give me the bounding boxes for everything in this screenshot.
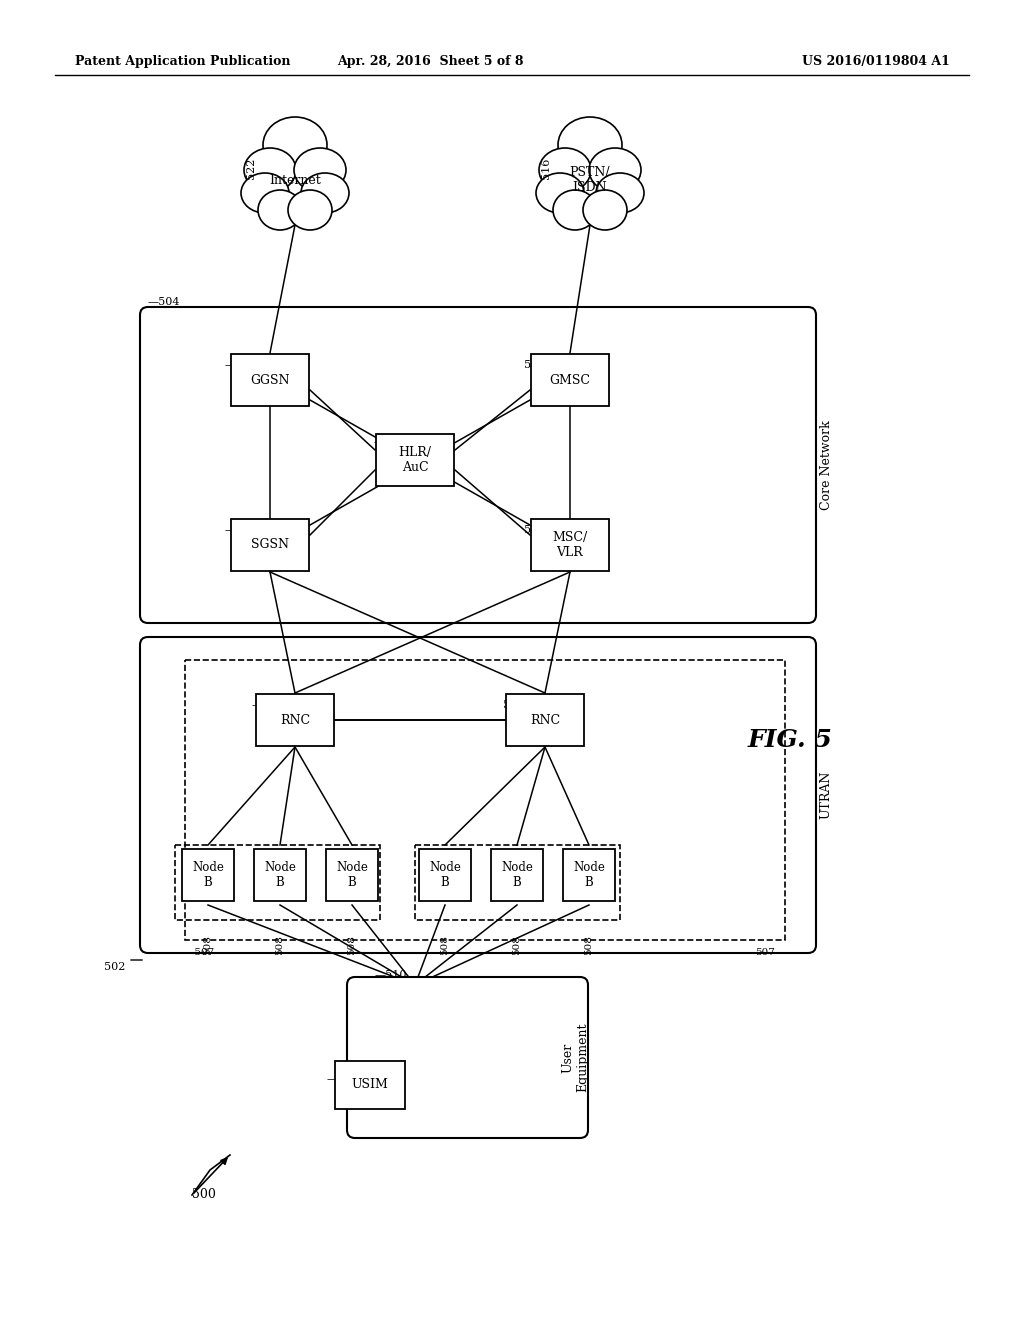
FancyBboxPatch shape: [347, 977, 588, 1138]
FancyBboxPatch shape: [335, 1061, 406, 1109]
Text: US 2016/0119804 A1: US 2016/0119804 A1: [802, 55, 950, 69]
Text: 508: 508: [512, 935, 521, 954]
FancyBboxPatch shape: [506, 694, 584, 746]
Text: 508: 508: [440, 935, 450, 954]
Text: 516: 516: [541, 157, 551, 180]
FancyBboxPatch shape: [326, 849, 378, 902]
Ellipse shape: [301, 173, 349, 213]
Ellipse shape: [288, 190, 332, 230]
Text: 512—: 512—: [524, 525, 556, 535]
Text: Node
B: Node B: [501, 861, 532, 888]
Text: RNC: RNC: [280, 714, 310, 726]
Ellipse shape: [553, 190, 597, 230]
Text: 522: 522: [246, 157, 256, 180]
Text: FIG. 5: FIG. 5: [748, 729, 833, 752]
Text: 508: 508: [585, 935, 594, 954]
Ellipse shape: [244, 148, 296, 191]
Ellipse shape: [539, 148, 591, 191]
Text: 507—: 507—: [755, 948, 785, 957]
Text: —504: —504: [148, 297, 180, 308]
Ellipse shape: [536, 173, 584, 213]
Text: Internet: Internet: [269, 173, 321, 186]
Ellipse shape: [558, 117, 622, 173]
Text: —520: —520: [225, 360, 257, 370]
Ellipse shape: [589, 148, 641, 191]
Text: PSTN/
ISDN: PSTN/ ISDN: [569, 166, 610, 194]
Text: 500: 500: [193, 1188, 216, 1201]
Text: Node
B: Node B: [336, 861, 368, 888]
Text: GGSN: GGSN: [250, 374, 290, 387]
Text: GMSC: GMSC: [550, 374, 591, 387]
Text: 506—: 506—: [503, 700, 536, 710]
Text: HLR/
AuC: HLR/ AuC: [398, 446, 431, 474]
Text: RNC: RNC: [530, 714, 560, 726]
Ellipse shape: [596, 173, 644, 213]
FancyBboxPatch shape: [182, 849, 234, 902]
Text: UTRAN: UTRAN: [819, 771, 833, 820]
Ellipse shape: [241, 173, 289, 213]
Ellipse shape: [583, 190, 627, 230]
Text: 502: 502: [103, 962, 125, 972]
Text: Node
B: Node B: [264, 861, 296, 888]
Text: —506: —506: [252, 700, 285, 710]
Text: 508: 508: [275, 935, 285, 954]
FancyBboxPatch shape: [231, 519, 309, 572]
FancyBboxPatch shape: [231, 354, 309, 407]
Text: Node
B: Node B: [193, 861, 224, 888]
Ellipse shape: [258, 190, 302, 230]
Text: —518: —518: [225, 525, 257, 535]
Ellipse shape: [263, 117, 327, 173]
Text: MSC/
VLR: MSC/ VLR: [552, 531, 588, 558]
Text: Node
B: Node B: [573, 861, 605, 888]
Text: —510: —510: [375, 970, 408, 979]
Text: —515: —515: [374, 437, 407, 447]
Text: —511: —511: [327, 1074, 359, 1084]
Text: —507: —507: [185, 948, 215, 957]
FancyBboxPatch shape: [254, 849, 306, 902]
FancyBboxPatch shape: [531, 354, 609, 407]
Text: Apr. 28, 2016  Sheet 5 of 8: Apr. 28, 2016 Sheet 5 of 8: [337, 55, 523, 69]
FancyBboxPatch shape: [490, 849, 543, 902]
Ellipse shape: [294, 148, 346, 191]
FancyBboxPatch shape: [140, 638, 816, 953]
FancyBboxPatch shape: [140, 308, 816, 623]
FancyBboxPatch shape: [376, 434, 454, 486]
FancyBboxPatch shape: [256, 694, 334, 746]
Text: 508: 508: [204, 935, 213, 954]
Text: USIM: USIM: [351, 1078, 388, 1092]
Text: 508: 508: [347, 935, 356, 954]
Text: 514—: 514—: [524, 360, 556, 370]
Text: User
Equipment: User Equipment: [561, 1023, 589, 1092]
Text: SGSN: SGSN: [251, 539, 289, 552]
FancyBboxPatch shape: [563, 849, 615, 902]
Text: Core Network: Core Network: [819, 420, 833, 510]
FancyBboxPatch shape: [419, 849, 471, 902]
FancyBboxPatch shape: [531, 519, 609, 572]
Text: Node
B: Node B: [429, 861, 461, 888]
Text: Patent Application Publication: Patent Application Publication: [75, 55, 291, 69]
